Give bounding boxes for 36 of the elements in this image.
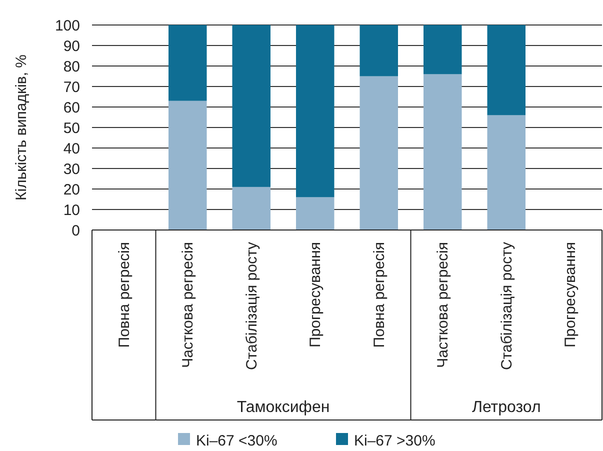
bar: [296, 25, 334, 198]
x-tick-label: Стабілізація росту: [498, 242, 516, 370]
y-tick-label: 90: [63, 38, 80, 55]
bar: [424, 74, 462, 230]
y-tick-label: 100: [54, 17, 80, 34]
y-tick-label: 20: [63, 181, 80, 198]
text: Летрозол: [472, 399, 541, 416]
y-tick-label: 50: [63, 120, 80, 137]
bar: [487, 115, 526, 230]
text: Тамоксифен: [236, 399, 330, 416]
legend-label: Ki–67 <30%: [196, 432, 278, 450]
legend-label: Ki–67 >30%: [354, 432, 436, 450]
y-tick-label: 70: [63, 78, 80, 96]
bar: [424, 25, 462, 74]
bar: [168, 25, 207, 101]
bar: [232, 25, 270, 187]
x-tick-label: Повна регресія: [370, 242, 388, 348]
y-tick-label: 10: [63, 202, 80, 219]
y-tick-label: 80: [63, 58, 80, 76]
x-tick-label: Прогресування: [562, 242, 580, 348]
x-tick-label: Часткова регресія: [180, 242, 197, 368]
y-tick-label: 30: [63, 160, 80, 178]
bar: [168, 100, 207, 230]
bar: [232, 186, 270, 230]
x-tick-label: Часткова регресія: [434, 242, 452, 368]
bar: [487, 25, 526, 116]
x-tick-label: Стабілізація росту: [243, 242, 260, 370]
x-tick-label: Повна регресія: [116, 242, 133, 348]
bar: [360, 25, 398, 76]
y-tick-label: 40: [63, 140, 80, 158]
y-tick-label: 0: [72, 222, 80, 240]
y-axis-title: Кількість випадків, %: [13, 54, 30, 200]
bar: [296, 197, 334, 230]
bar: [360, 76, 398, 230]
y-tick-label: 60: [63, 99, 80, 116]
x-tick-label: Прогресування: [307, 242, 324, 348]
